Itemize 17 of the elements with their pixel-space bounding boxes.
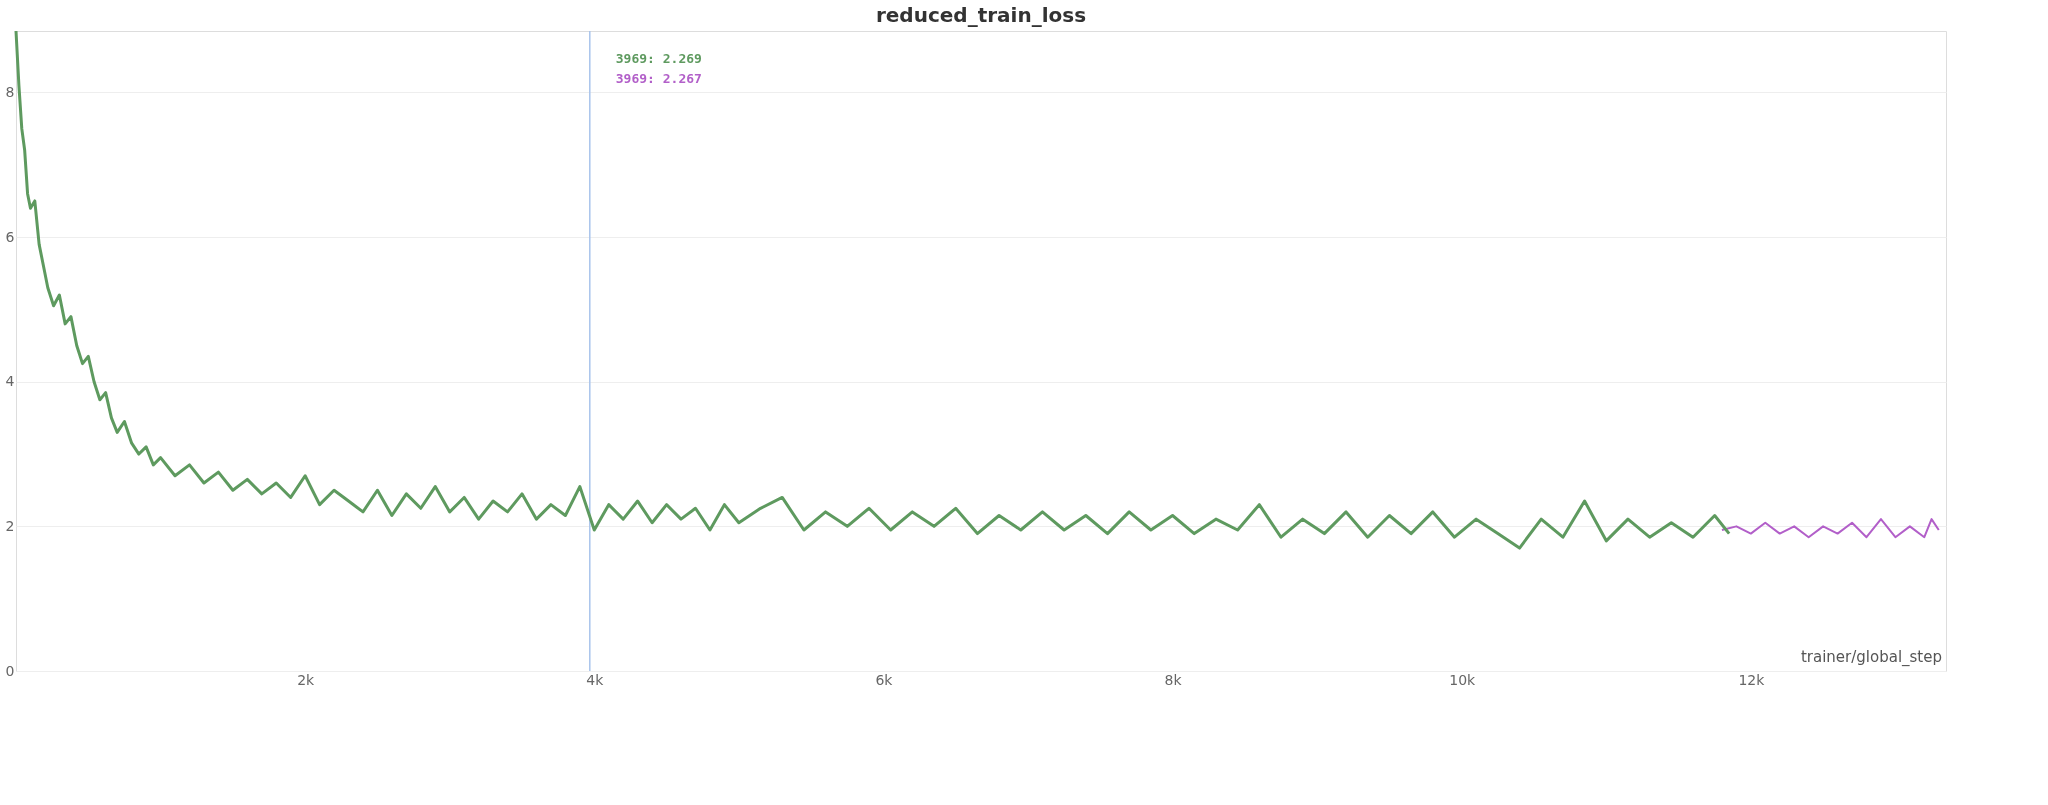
x-axis-title: trainer/global_step <box>1800 648 1942 667</box>
y-tick-label: 4 <box>5 373 15 390</box>
x-tick-label: 4k <box>586 671 605 688</box>
x-tick-label: 6k <box>875 671 894 688</box>
y-tick-label: 6 <box>5 228 15 245</box>
line-series <box>14 29 1731 550</box>
x-tick-label: 8k <box>1164 671 1183 688</box>
line-series <box>1720 518 1940 539</box>
chart-title: reduced_train_loss <box>875 2 1087 27</box>
y-tick-label: 8 <box>5 83 15 100</box>
y-tick-label: 2 <box>5 517 15 534</box>
x-tick-label: 10k <box>1449 671 1477 688</box>
x-tick-label: 2k <box>297 671 316 688</box>
annotation: 3969: 2.267 <box>615 71 702 86</box>
x-tick-label: 12k <box>1738 671 1766 688</box>
annotation: 3969: 2.269 <box>615 51 702 66</box>
y-tick-label: 0 <box>5 662 15 679</box>
